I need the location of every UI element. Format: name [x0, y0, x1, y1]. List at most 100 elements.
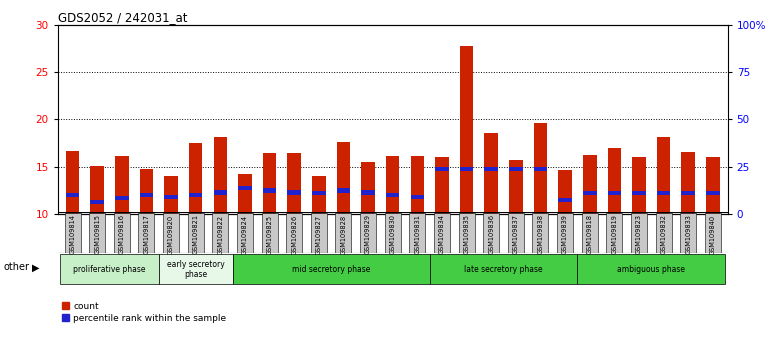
Text: GSM109827: GSM109827 [316, 215, 322, 255]
Text: GSM109831: GSM109831 [414, 215, 420, 254]
Text: ambiguous phase: ambiguous phase [618, 265, 685, 274]
Bar [608, 148, 621, 214]
FancyBboxPatch shape [508, 213, 524, 253]
FancyBboxPatch shape [430, 255, 578, 284]
FancyBboxPatch shape [533, 213, 548, 253]
Bar [509, 167, 523, 171]
Text: GSM109822: GSM109822 [217, 215, 223, 255]
FancyBboxPatch shape [237, 213, 253, 253]
Text: GSM109818: GSM109818 [587, 215, 593, 255]
FancyBboxPatch shape [434, 213, 450, 253]
Bar [336, 188, 350, 193]
Bar [287, 190, 301, 194]
Bar [336, 142, 350, 214]
Bar [608, 191, 621, 195]
Bar [484, 167, 498, 171]
FancyBboxPatch shape [163, 213, 179, 253]
Bar [632, 157, 646, 214]
Text: GSM109819: GSM109819 [611, 215, 618, 254]
Bar [534, 123, 547, 214]
Bar [386, 193, 400, 198]
Bar [410, 156, 424, 214]
Text: GSM109834: GSM109834 [439, 215, 445, 255]
FancyBboxPatch shape [213, 213, 228, 253]
Bar [509, 160, 523, 214]
Bar [460, 167, 474, 171]
Bar [115, 156, 129, 214]
Text: GSM109823: GSM109823 [636, 215, 642, 255]
Bar [583, 191, 597, 195]
Bar [681, 191, 695, 195]
Text: GSM109838: GSM109838 [537, 215, 544, 255]
FancyBboxPatch shape [139, 213, 155, 253]
Bar [139, 193, 153, 198]
Text: GSM109825: GSM109825 [266, 215, 273, 255]
Bar [287, 153, 301, 214]
FancyBboxPatch shape [484, 213, 499, 253]
Bar [213, 190, 227, 194]
Text: GSM109826: GSM109826 [291, 215, 297, 255]
Legend: count, percentile rank within the sample: count, percentile rank within the sample [62, 302, 226, 322]
Bar [361, 162, 375, 214]
FancyBboxPatch shape [114, 213, 130, 253]
FancyBboxPatch shape [680, 213, 696, 253]
FancyBboxPatch shape [336, 213, 351, 253]
Bar [65, 193, 79, 198]
Bar [460, 46, 474, 214]
FancyBboxPatch shape [606, 213, 622, 253]
FancyBboxPatch shape [60, 255, 159, 284]
Text: GSM109816: GSM109816 [119, 215, 125, 255]
Bar [238, 175, 252, 214]
Text: GSM109837: GSM109837 [513, 215, 519, 255]
FancyBboxPatch shape [360, 213, 376, 253]
FancyBboxPatch shape [557, 213, 573, 253]
FancyBboxPatch shape [188, 213, 204, 253]
Bar [312, 176, 326, 214]
Text: GSM109833: GSM109833 [685, 215, 691, 254]
FancyBboxPatch shape [262, 213, 277, 253]
Bar [484, 133, 498, 214]
Text: GSM109820: GSM109820 [168, 215, 174, 255]
Bar [65, 151, 79, 214]
Bar [583, 154, 597, 214]
Bar [410, 195, 424, 199]
FancyBboxPatch shape [410, 213, 425, 253]
Bar [706, 157, 720, 214]
Text: GSM109835: GSM109835 [464, 215, 470, 255]
Text: GSM109815: GSM109815 [94, 215, 100, 255]
Bar [361, 190, 375, 194]
Bar [657, 137, 671, 214]
Text: GSM109814: GSM109814 [69, 215, 75, 255]
FancyBboxPatch shape [311, 213, 326, 253]
Bar [534, 167, 547, 171]
FancyBboxPatch shape [631, 213, 647, 253]
Bar [558, 170, 572, 214]
Text: GSM109828: GSM109828 [340, 215, 346, 255]
Text: proliferative phase: proliferative phase [73, 265, 146, 274]
Bar [238, 185, 252, 190]
FancyBboxPatch shape [65, 213, 81, 253]
Text: other: other [4, 262, 30, 272]
Bar [435, 157, 449, 214]
Text: mid secretory phase: mid secretory phase [292, 265, 370, 274]
Text: GSM109830: GSM109830 [390, 215, 396, 255]
Bar [115, 196, 129, 200]
Bar [139, 169, 153, 214]
Bar [189, 193, 203, 198]
Text: GSM109824: GSM109824 [242, 215, 248, 255]
Bar [213, 137, 227, 214]
Bar [189, 143, 203, 214]
Text: GSM109821: GSM109821 [192, 215, 199, 255]
FancyBboxPatch shape [655, 213, 671, 253]
Bar [164, 176, 178, 214]
Bar [263, 153, 276, 214]
Bar [435, 167, 449, 171]
Text: GSM109829: GSM109829 [365, 215, 371, 255]
FancyBboxPatch shape [459, 213, 474, 253]
Text: GSM109817: GSM109817 [143, 215, 149, 255]
Bar [90, 166, 104, 214]
Bar [681, 152, 695, 214]
Text: GSM109832: GSM109832 [661, 215, 667, 255]
FancyBboxPatch shape [159, 255, 233, 284]
Text: GDS2052 / 242031_at: GDS2052 / 242031_at [58, 11, 187, 24]
